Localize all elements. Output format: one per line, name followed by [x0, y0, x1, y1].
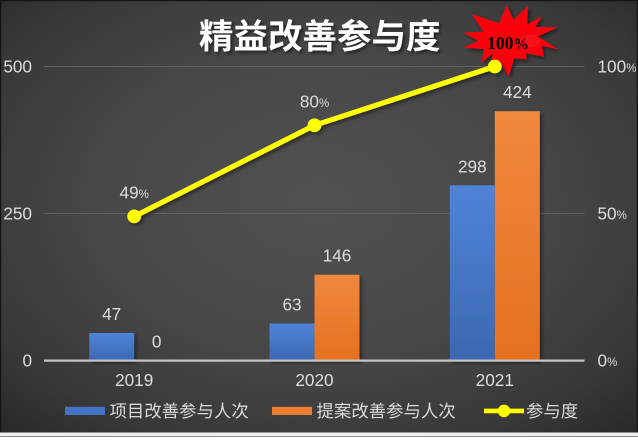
- svg-text:63: 63: [282, 295, 301, 315]
- svg-text:47: 47: [102, 304, 121, 324]
- svg-text:2019: 2019: [115, 370, 153, 390]
- svg-text:2021: 2021: [476, 370, 514, 390]
- svg-text:424: 424: [503, 82, 532, 102]
- svg-text:250: 250: [3, 204, 32, 224]
- svg-text:0: 0: [152, 332, 162, 352]
- svg-text:146: 146: [323, 246, 352, 266]
- svg-text:100%: 100%: [487, 33, 529, 53]
- svg-text:0: 0: [22, 351, 32, 371]
- svg-text:2020: 2020: [295, 370, 333, 390]
- svg-text:298: 298: [458, 156, 487, 176]
- svg-text:500: 500: [3, 57, 32, 77]
